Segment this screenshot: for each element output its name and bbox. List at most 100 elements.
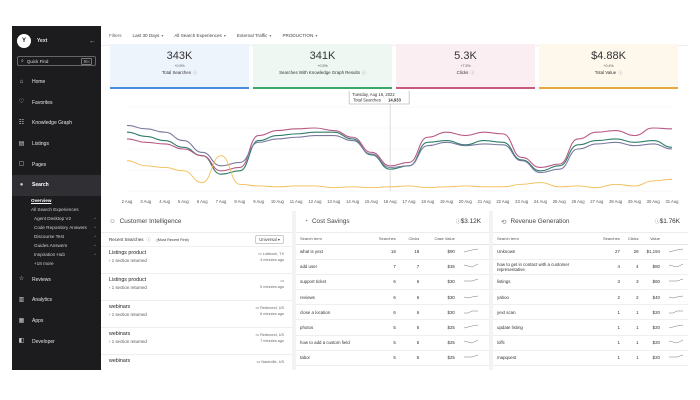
- table-cell: 3: [598, 274, 624, 291]
- table-cell: yahoo: [493, 289, 599, 306]
- collapse-sidebar-icon[interactable]: ←: [89, 37, 96, 45]
- kpi-card[interactable]: 341K +0.5% Searches With Knowledge Graph R…: [253, 44, 392, 89]
- sidebar-experience-item[interactable]: Guides Answers →: [12, 241, 101, 250]
- recent-search-item[interactable]: webinars ▭ Nashville, US: [101, 355, 292, 370]
- filter-dropdown[interactable]: Last 30 Days ▾: [133, 33, 164, 38]
- sparkline-cell: [664, 319, 688, 336]
- x-tick-label: 17 Aug: [402, 199, 416, 204]
- kpi-label: Total Searches: [161, 70, 192, 75]
- kpi-card[interactable]: 343K +0.5% Total Searches ⓘ: [110, 44, 249, 89]
- sidebar-subitem-overview[interactable]: Overview: [31, 197, 52, 203]
- table-row[interactable]: how to get in contact with a customer re…: [493, 259, 688, 275]
- recent-search-item[interactable]: Listings product › 1 section returned ▭ Lu…: [101, 247, 292, 274]
- kpi-card[interactable]: 5.3K +7.5% Clicks ⓘ: [396, 44, 535, 89]
- table-row[interactable]: loffc 1 1 $20: [493, 335, 688, 351]
- sparkline-path: [668, 324, 684, 329]
- filter-dropdown[interactable]: PRODUCTION ▾: [282, 33, 317, 38]
- recent-search-item[interactable]: webinars › 1 section returned ▭ Redmond, U…: [101, 328, 292, 355]
- kpi-card[interactable]: $4.88K +0.4% Total Value ⓘ: [539, 44, 678, 89]
- table-cell: tabor: [296, 350, 369, 367]
- kpi-value: 5.3K: [454, 50, 477, 62]
- filter-dropdown[interactable]: External Traffic ▾: [237, 33, 272, 38]
- sidebar: Y Yext ← ⌕ Quick Find ⌘K ⌂ Home ♡ Favorites…: [12, 26, 101, 370]
- search-query: webinars: [109, 331, 131, 337]
- table-row[interactable]: support ticket 6 6 $30: [296, 274, 489, 291]
- table-row[interactable]: update listing 1 1 $20: [493, 319, 688, 336]
- table-row[interactable]: what is yext 18 18 $90: [296, 244, 489, 260]
- sidebar-item-favorites[interactable]: ♡ Favorites: [12, 93, 101, 114]
- chevron-right-icon: ›: [109, 285, 112, 290]
- yext-logo[interactable]: Y: [17, 34, 31, 48]
- sidebar-item-developer[interactable]: ◧ Developer: [12, 331, 101, 352]
- sidebar-item-search[interactable]: ● Search: [12, 174, 101, 196]
- table-row[interactable]: yahoo 2 2 $40: [493, 289, 688, 306]
- kpi-delta: +0.4%: [603, 64, 614, 68]
- column-header[interactable]: Clicks: [399, 233, 424, 245]
- quick-find-input[interactable]: ⌕ Quick Find ⌘K: [17, 56, 96, 66]
- sidebar-item-listings[interactable]: ▤ Listings: [12, 134, 101, 155]
- table-row[interactable]: listings 3 3 $60: [493, 274, 688, 291]
- sidebar-item-reviews[interactable]: ☆ Reviews: [12, 270, 101, 291]
- x-tick-label: 25 Aug: [553, 199, 567, 204]
- column-header[interactable]: Search term: [296, 233, 369, 245]
- table-cell: what is yext: [296, 244, 369, 260]
- column-header[interactable]: Search term: [493, 233, 599, 245]
- sidebar-item-pages[interactable]: ▢ Pages: [12, 154, 101, 175]
- table-row[interactable]: mapquest 1 1 $20: [493, 350, 688, 367]
- column-header[interactable]: Searches: [598, 233, 624, 245]
- sidebar-item-label: Search: [32, 182, 49, 189]
- search-meta: ▭ 5 minutes ago: [260, 278, 284, 290]
- x-tick-label: 3 Aug: [140, 199, 151, 204]
- column-header[interactable]: Searches: [368, 233, 400, 245]
- column-header[interactable]: Value: [642, 233, 664, 245]
- listings-icon: ▤: [18, 140, 25, 147]
- sidebar-item-analytics[interactable]: ▥ Analytics: [12, 290, 101, 311]
- table-cell: 1: [598, 335, 624, 351]
- recent-search-item[interactable]: webinars › 1 section returned ▭ Redmond, U…: [101, 301, 292, 328]
- table-row[interactable]: add user 7 7 $35: [296, 259, 489, 275]
- searches-line-chart[interactable]: 2 Aug 3 Aug 4 Aug 5 Aug 6 Aug 7 Aug 8 Aug 9 Aug…: [101, 91, 688, 211]
- table-row[interactable]: yext scan 1 1 $20: [493, 304, 688, 321]
- sidebar-more-link[interactable]: +18 more: [34, 260, 54, 266]
- kpi-value: 341K: [309, 50, 336, 62]
- table-cell: how to add a custom field: [296, 335, 369, 351]
- table-cell: 6: [368, 289, 400, 306]
- sidebar-experience-item[interactable]: Discourse Test →: [12, 232, 101, 241]
- sidebar-item-label: Knowledge Graph: [32, 120, 73, 127]
- table-row[interactable]: close a location 6 6 $30: [296, 304, 489, 321]
- table-row[interactable]: tabor 5 5 $25: [296, 350, 489, 367]
- table-row[interactable]: photos 5 6 $25: [296, 319, 489, 336]
- sparkline-cell: [664, 259, 688, 275]
- search-location: Lubbock, TX: [262, 252, 284, 256]
- sidebar-subitem-all-experiences[interactable]: All Search Experiences: [31, 206, 79, 212]
- sparkline-path: [463, 324, 478, 329]
- sidebar-item-home[interactable]: ⌂ Home: [12, 72, 101, 93]
- location-row: ▭ Redmond, US: [255, 305, 284, 311]
- experience-label: Discourse Test: [34, 233, 65, 239]
- universal-dropdown[interactable]: Universal ▾: [255, 235, 284, 244]
- sparkline-cell: [458, 319, 489, 336]
- sparkline-cell: [664, 289, 688, 306]
- sidebar-experience-item[interactable]: Agent Desktop V2 →: [12, 214, 101, 223]
- trend-sparkline: [669, 279, 684, 282]
- table-row[interactable]: reviews 6 6 $30: [296, 289, 489, 306]
- cost-savings-title: Cost Savings: [311, 218, 350, 225]
- table-row[interactable]: how to add a custom field 5 5 $25: [296, 335, 489, 351]
- sidebar-item-apps[interactable]: ▦ Apps: [12, 311, 101, 332]
- x-tick-label: 10 Aug: [271, 199, 285, 204]
- search-meta: ▭ Redmond, US 6 minutes ago: [255, 305, 284, 317]
- sidebar-experience-item[interactable]: Code Repository Answers →: [12, 223, 101, 232]
- sidebar-item-knowledge-graph[interactable]: ☷ Knowledge Graph: [12, 113, 101, 134]
- table-cell: $30: [423, 304, 459, 321]
- table-row[interactable]: Unknown 27 28 $1,194: [493, 244, 688, 260]
- table-cell: 7: [399, 259, 424, 275]
- revenue-generation-amount: $1.76K: [659, 218, 680, 225]
- filter-dropdown[interactable]: All Search Experiences ▾: [174, 33, 226, 38]
- column-header[interactable]: Clicks: [623, 233, 643, 245]
- search-location: Nashville, US: [261, 360, 284, 364]
- sparkline-path: [463, 279, 478, 282]
- recent-search-item[interactable]: Listings product › 1 section returned ▭ 5 …: [101, 274, 292, 301]
- column-header[interactable]: Case Value: [423, 233, 459, 245]
- sidebar-experience-item[interactable]: Inspiration Hub →: [12, 250, 101, 259]
- sections-returned: › 1 section returned: [109, 258, 284, 263]
